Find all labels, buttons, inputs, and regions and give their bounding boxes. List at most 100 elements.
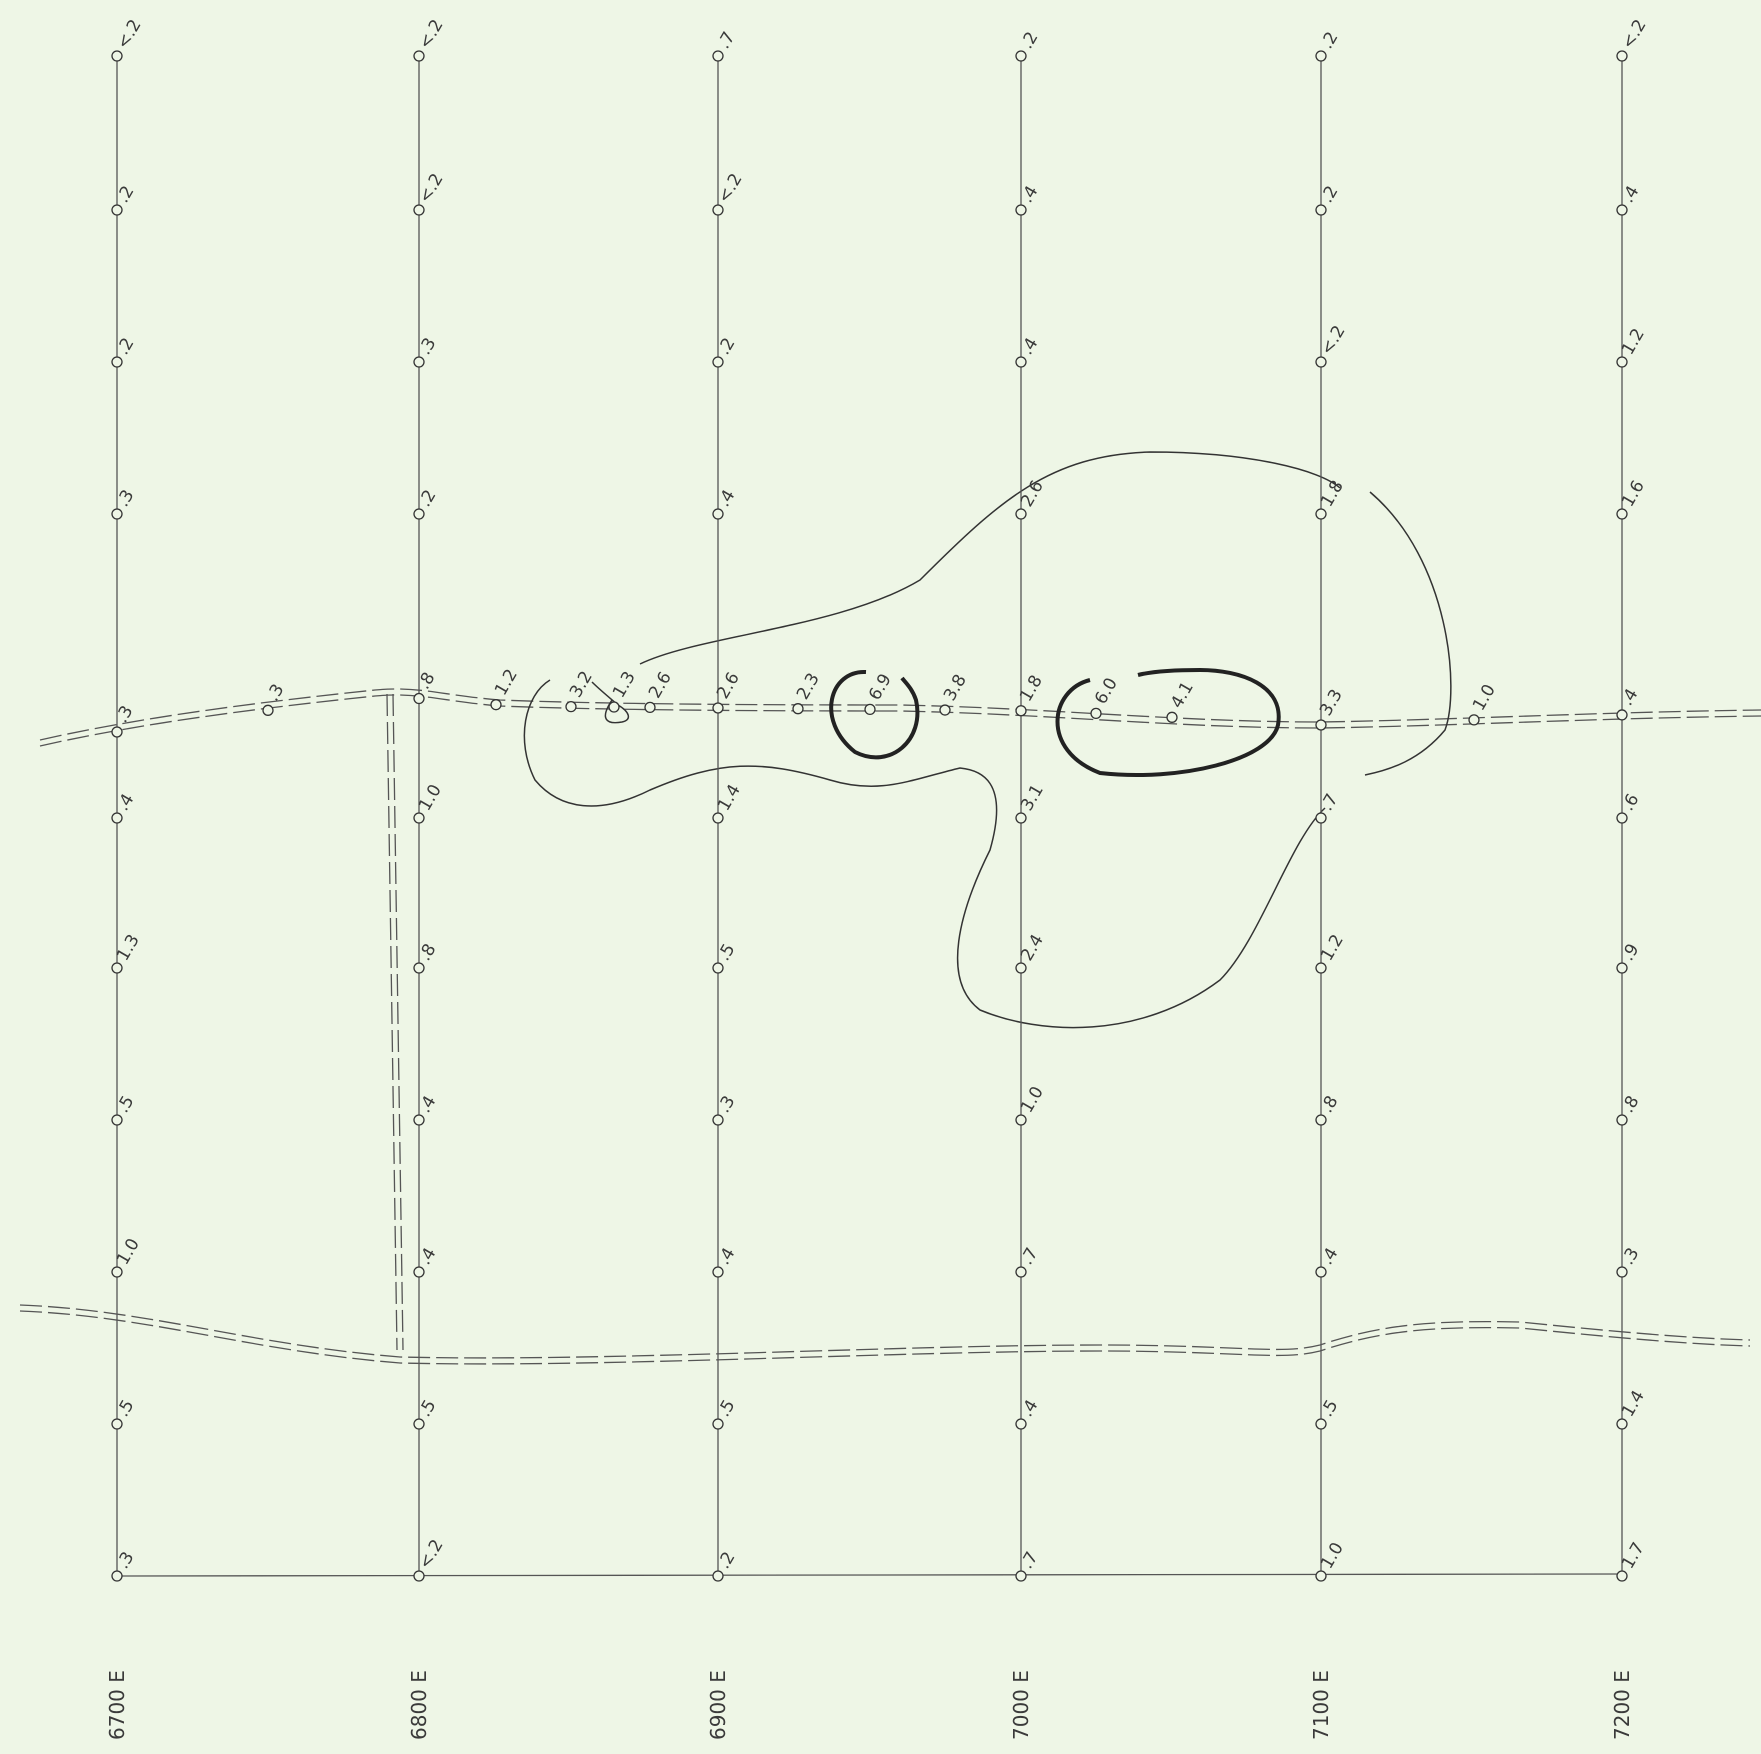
baseline-point: [262, 704, 274, 716]
sample-point: [111, 1570, 123, 1582]
sample-point: [413, 1114, 425, 1126]
contour-outer: [523, 451, 1452, 1029]
baseline-point: [1015, 705, 1027, 717]
sample-point: [712, 812, 724, 824]
sample-value: <.2: [415, 1536, 448, 1572]
sample-point: [413, 1266, 425, 1278]
baseline-value: 3.8: [940, 671, 971, 704]
sample-point: [1616, 356, 1628, 368]
sample-point: [1315, 1114, 1327, 1126]
sample-point: [1015, 962, 1027, 974]
connector-road: [386, 693, 404, 1351]
sample-point: [712, 962, 724, 974]
sample-point: [1616, 1570, 1628, 1582]
sample-point: [1015, 1114, 1027, 1126]
sample-point: [1315, 1266, 1327, 1278]
baseline-value: 6.0: [1091, 674, 1122, 707]
baseline-value: 1.3: [609, 668, 640, 701]
sample-point: [1015, 50, 1027, 62]
sample-point: [111, 1418, 123, 1430]
sample-value: <.2: [415, 170, 448, 206]
sample-value: <.2: [1618, 16, 1651, 52]
sample-point: [712, 50, 724, 62]
sample-point: [712, 204, 724, 216]
sample-point: [111, 812, 123, 824]
sample-point: [413, 1418, 425, 1430]
sample-point: [1015, 812, 1027, 824]
sample-value: .7: [714, 28, 739, 52]
baseline-point: [939, 704, 951, 716]
sample-point: [1616, 204, 1628, 216]
sample-point: [1315, 1418, 1327, 1430]
sample-point: [1616, 1418, 1628, 1430]
sample-point: [1015, 508, 1027, 520]
sample-point: [1315, 356, 1327, 368]
sample-point: [712, 1418, 724, 1430]
sample-value: <.2: [1317, 322, 1350, 358]
baseline-point: [490, 699, 502, 711]
tie-line: [115, 1573, 1625, 1577]
sample-point: [1015, 1418, 1027, 1430]
sample-point: [111, 1114, 123, 1126]
baseline-value: 6.9: [865, 670, 896, 703]
baseline-value: .4: [1617, 685, 1642, 709]
line-label: 7000 E: [1009, 1670, 1033, 1740]
line-label: 6700 E: [105, 1670, 129, 1740]
sample-point: [111, 962, 123, 974]
sample-point: [712, 1570, 724, 1582]
sample-point: [111, 356, 123, 368]
sample-point: [1616, 962, 1628, 974]
sample-value: <.2: [113, 16, 146, 52]
line-label: 6800 E: [407, 1670, 431, 1740]
sample-point: [712, 1114, 724, 1126]
sample-point: [413, 1570, 425, 1582]
sample-point: [1015, 356, 1027, 368]
contour-high-6.0: [1055, 667, 1281, 777]
sample-point: [712, 508, 724, 520]
sample-point: [1616, 812, 1628, 824]
sample-point: [1315, 50, 1327, 62]
baseline-road: [39, 688, 1761, 747]
sample-point: [1315, 204, 1327, 216]
baseline-value: .3: [263, 681, 288, 705]
sample-point: [1315, 1570, 1327, 1582]
baseline-point: [608, 701, 620, 713]
sample-point: [1616, 508, 1628, 520]
baseline-point: [111, 726, 123, 738]
baseline-value: 4.1: [1167, 678, 1198, 711]
sample-point: [413, 356, 425, 368]
sample-point: [111, 50, 123, 62]
baseline-value: 2.3: [793, 670, 824, 703]
sample-point: [413, 204, 425, 216]
baseline-point: [1468, 714, 1480, 726]
sample-point: [1616, 50, 1628, 62]
baseline-value: 2.6: [645, 668, 676, 701]
baseline-point: [644, 701, 656, 714]
sample-value: .2: [1317, 28, 1342, 52]
sample-point: [1015, 1570, 1027, 1582]
sample-value: <.2: [415, 16, 448, 52]
sample-point: [111, 508, 123, 520]
sample-point: [1315, 508, 1327, 520]
sample-point: [1616, 1114, 1628, 1126]
baseline-value: .3: [112, 702, 137, 726]
line-label: 7100 E: [1309, 1670, 1333, 1740]
sample-value: <.2: [714, 170, 747, 206]
sample-point: [413, 508, 425, 520]
baseline-point: [1166, 711, 1178, 723]
sample-point: [1616, 1266, 1628, 1278]
sample-point: [413, 812, 425, 824]
baseline-value: 3.2: [566, 668, 597, 701]
sample-point: [111, 1266, 123, 1278]
sample-point: [712, 356, 724, 368]
sample-point: [1015, 204, 1027, 216]
sample-value: .2: [1017, 28, 1042, 52]
baseline-point: [1616, 709, 1628, 721]
line-label: 7200 E: [1610, 1670, 1634, 1740]
